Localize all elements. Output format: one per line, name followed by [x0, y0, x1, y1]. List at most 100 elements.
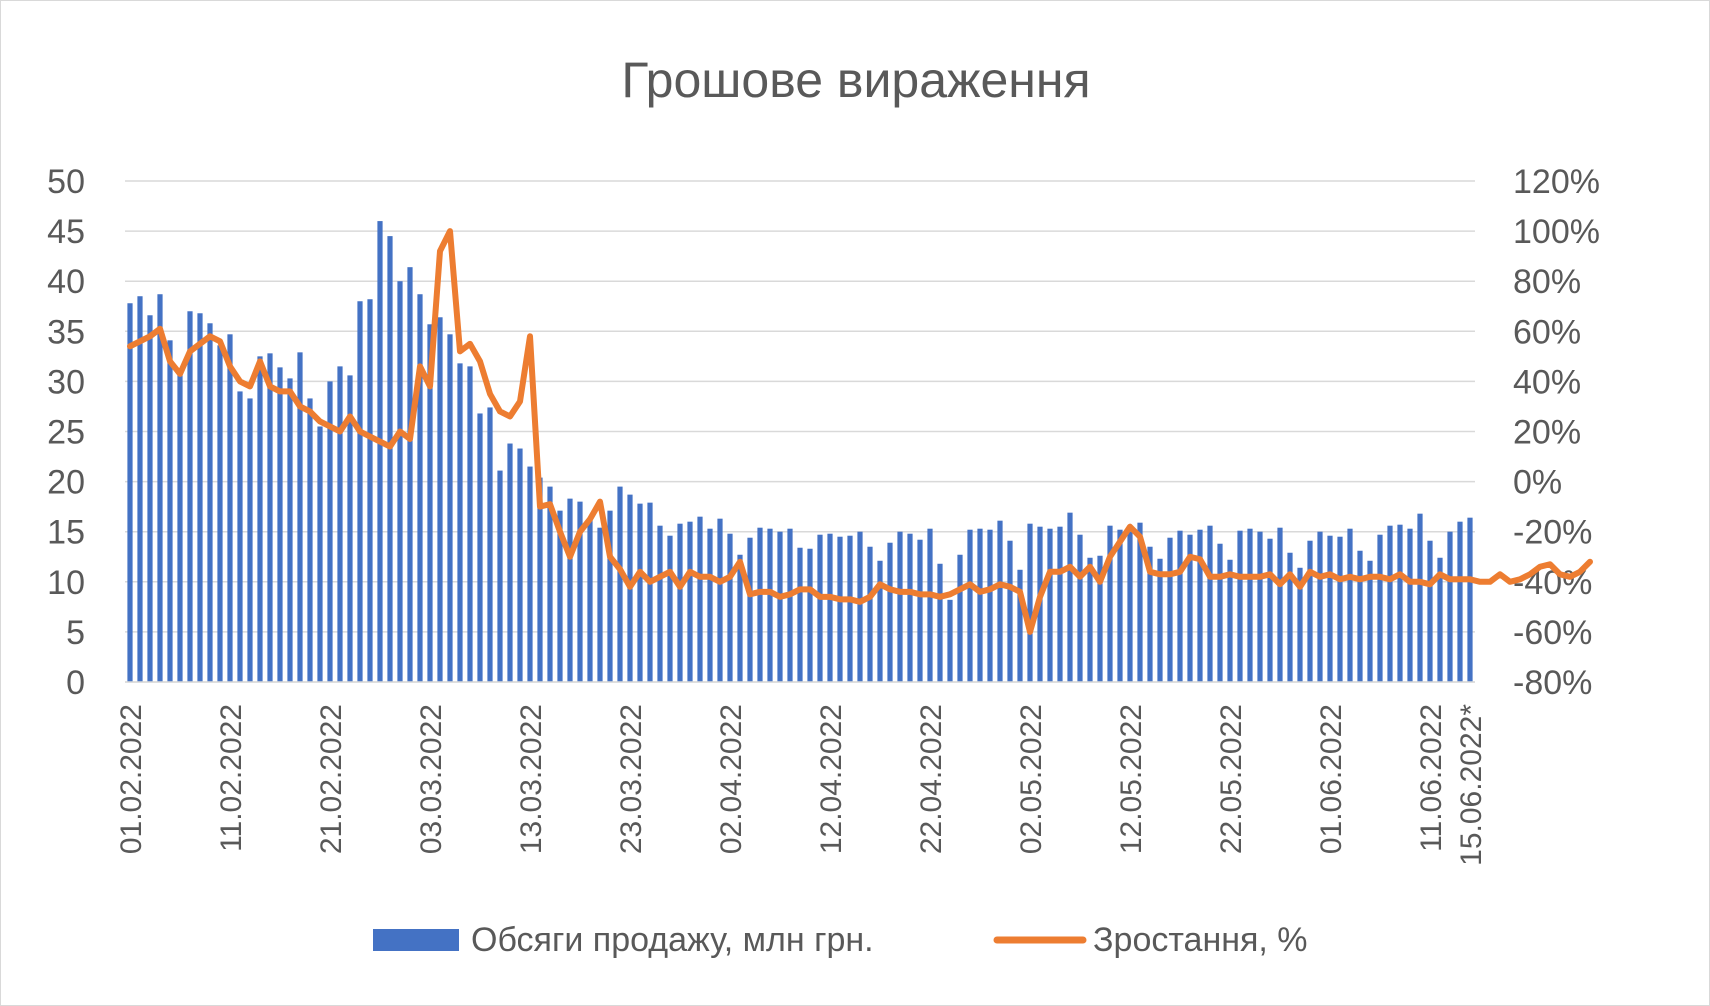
bar: [717, 518, 723, 682]
y-right-tick-label: -60%: [1513, 614, 1592, 652]
x-tick-label: 22.05.2022: [1215, 704, 1248, 854]
bar: [1327, 535, 1333, 682]
bar: [1067, 512, 1073, 682]
x-tick-label: 11.06.2022: [1415, 704, 1448, 852]
bar: [1357, 550, 1363, 682]
bar: [477, 413, 483, 682]
bar: [427, 324, 433, 682]
bar: [1087, 557, 1093, 682]
bar: [977, 528, 983, 682]
bar: [1307, 540, 1313, 682]
left-axis: 0 5 10 15 20 25 30 35 40 45 50: [47, 163, 85, 702]
bar: [747, 537, 753, 682]
bar: [337, 366, 343, 682]
bar: [1117, 529, 1123, 682]
bar: [197, 313, 203, 682]
bar: [1317, 531, 1323, 682]
bar: [687, 521, 693, 682]
bar: [817, 534, 823, 682]
y-left-tick-label: 5: [66, 614, 85, 652]
bar: [1147, 546, 1153, 682]
bar: [857, 531, 863, 682]
bar: [307, 398, 313, 682]
bar: [497, 470, 503, 682]
bar: [1237, 530, 1243, 682]
bar: [1427, 540, 1433, 682]
bar: [377, 221, 383, 682]
bar: [167, 340, 173, 682]
x-axis: 01.02.2022 11.02.2022 21.02.2022 03.03.2022…: [115, 681, 1488, 866]
bar: [407, 267, 413, 682]
bar: [1437, 557, 1443, 682]
y-right-tick-label: 40%: [1513, 363, 1581, 401]
bar: [947, 599, 953, 682]
bar: [1347, 528, 1353, 682]
bar: [1217, 543, 1223, 682]
x-tick-label: 01.06.2022: [1315, 704, 1348, 854]
legend-label-sales: Обсяги продажу, млн грн.: [471, 921, 874, 959]
bar: [967, 529, 973, 682]
bar: [1047, 528, 1053, 682]
y-right-tick-label: 80%: [1513, 263, 1581, 301]
bar: [397, 281, 403, 682]
bar: [247, 398, 253, 682]
bar: [957, 554, 963, 682]
bar: [287, 378, 293, 682]
bar: [837, 536, 843, 682]
x-tick-label: 22.04.2022: [915, 704, 948, 854]
bar: [867, 546, 873, 682]
bar: [317, 426, 323, 682]
bar: [1377, 534, 1383, 682]
bar: [787, 528, 793, 682]
bar: [677, 523, 683, 682]
bar: [447, 334, 453, 682]
bar: [567, 498, 573, 682]
bar-series: [127, 221, 1473, 683]
bar: [1287, 552, 1293, 682]
y-right-tick-label: 20%: [1513, 414, 1581, 452]
bar: [1277, 527, 1283, 682]
bar: [1267, 538, 1273, 682]
bar: [1157, 558, 1163, 682]
bar: [1017, 569, 1023, 682]
bar: [1187, 534, 1193, 682]
bar: [207, 323, 213, 682]
bar: [917, 539, 923, 682]
bar: [297, 352, 303, 682]
bar: [457, 363, 463, 682]
x-tick-label: 13.03.2022: [515, 704, 548, 854]
bar: [757, 527, 763, 682]
bar: [267, 353, 273, 682]
y-left-tick-label: 30: [47, 363, 85, 401]
bar: [647, 502, 653, 682]
bar: [467, 366, 473, 682]
bar: [877, 560, 883, 682]
legend-label-growth: Зростання, %: [1093, 921, 1308, 959]
y-right-tick-label: 0%: [1513, 464, 1562, 502]
bar: [1167, 537, 1173, 682]
bar: [1247, 528, 1253, 682]
y-left-tick-label: 0: [66, 664, 85, 702]
y-right-tick-label: -20%: [1513, 514, 1592, 552]
bar: [1397, 524, 1403, 682]
bar: [927, 528, 933, 682]
bar: [527, 466, 533, 682]
bar: [277, 367, 283, 682]
bar: [327, 381, 333, 682]
bar: [907, 533, 913, 682]
bar: [997, 520, 1003, 682]
x-tick-label: 21.02.2022: [315, 704, 348, 854]
bar: [1177, 530, 1183, 682]
legend: Обсяги продажу, млн грн. Зростання, %: [373, 921, 1308, 959]
y-left-tick-label: 40: [47, 263, 85, 301]
y-right-tick-label: 100%: [1513, 213, 1600, 251]
bar: [827, 533, 833, 682]
x-tick-label: 02.04.2022: [715, 704, 748, 854]
y-left-tick-label: 10: [47, 564, 85, 602]
bar: [607, 510, 613, 682]
bar: [1137, 522, 1143, 682]
bar: [537, 477, 543, 682]
bar: [897, 531, 903, 682]
y-left-tick-label: 20: [47, 464, 85, 502]
bar: [1417, 513, 1423, 682]
